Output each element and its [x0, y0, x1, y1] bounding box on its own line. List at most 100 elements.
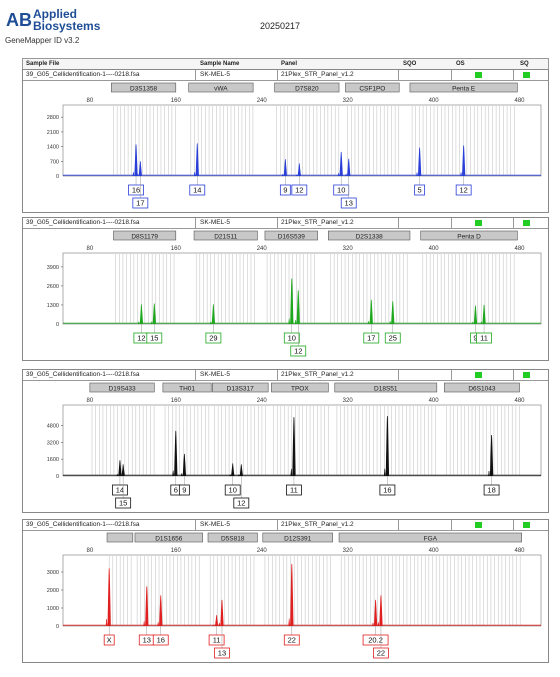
marker-bar[interactable]: [134, 532, 203, 543]
allele-label-box[interactable]: [283, 332, 300, 344]
allele-label-box[interactable]: [128, 184, 144, 196]
marker-bar[interactable]: [345, 82, 400, 93]
peak[interactable]: [292, 417, 296, 477]
panel-name: 21Plex_STR_Panel_v1.2: [281, 371, 354, 378]
marker-bar[interactable]: [188, 82, 254, 93]
allele-label-box[interactable]: [205, 332, 222, 344]
peak[interactable]: [107, 568, 111, 627]
peak[interactable]: [220, 599, 224, 627]
x-tick-label: 480: [515, 548, 526, 554]
allele-label-box[interactable]: [384, 332, 401, 344]
allele-label-box[interactable]: [283, 634, 300, 646]
allele-label-box[interactable]: [146, 332, 163, 344]
peak[interactable]: [417, 147, 422, 177]
peak[interactable]: [379, 595, 383, 627]
marker-bar[interactable]: [113, 230, 177, 241]
peak[interactable]: [339, 151, 343, 177]
peak[interactable]: [174, 430, 178, 477]
marker-bar[interactable]: [162, 382, 212, 393]
peak[interactable]: [385, 416, 390, 477]
peak[interactable]: [482, 304, 486, 325]
peak[interactable]: [134, 144, 138, 177]
allele-label-box[interactable]: [189, 184, 206, 196]
allele-label-box[interactable]: [373, 647, 389, 659]
panel-name: 21Plex_STR_Panel_v1.2: [281, 521, 354, 528]
peak[interactable]: [121, 464, 125, 477]
peak[interactable]: [182, 453, 187, 477]
peak[interactable]: [138, 161, 142, 177]
allele-label-box[interactable]: [476, 332, 492, 344]
allele-label-box[interactable]: [290, 345, 307, 357]
allele-label-box[interactable]: [178, 484, 190, 496]
allele-call: 22: [377, 649, 385, 658]
marker-bar[interactable]: [271, 382, 329, 393]
peak[interactable]: [290, 278, 294, 325]
allele-label-box[interactable]: [286, 484, 302, 496]
peak[interactable]: [195, 143, 199, 177]
marker-bar[interactable]: [274, 82, 340, 93]
allele-label-box[interactable]: [208, 634, 225, 646]
allele-call: 22: [288, 636, 296, 645]
allele-label-box[interactable]: [362, 634, 389, 646]
allele-label-box[interactable]: [279, 184, 291, 196]
allele-label-box[interactable]: [224, 484, 241, 496]
column-separator: [513, 520, 514, 530]
allele-label-box[interactable]: [340, 197, 357, 209]
peak[interactable]: [462, 145, 466, 177]
allele-label-box[interactable]: [115, 497, 132, 509]
allele-label-box[interactable]: [483, 484, 500, 496]
marker-label: D5S818: [221, 536, 245, 543]
marker-bar[interactable]: [328, 230, 411, 241]
marker-bar[interactable]: [262, 532, 333, 543]
peak[interactable]: [152, 303, 156, 325]
column-separator: [195, 218, 196, 228]
peak[interactable]: [391, 301, 395, 325]
peak[interactable]: [159, 595, 163, 627]
allele-label-box[interactable]: [455, 184, 472, 196]
allele-label-box[interactable]: [363, 332, 380, 344]
allele-label-box[interactable]: [291, 184, 308, 196]
peak[interactable]: [145, 586, 149, 627]
marker-bar[interactable]: [409, 82, 518, 93]
stutter-peak: [294, 319, 297, 325]
peak[interactable]: [347, 158, 351, 177]
peak[interactable]: [297, 163, 301, 177]
peak[interactable]: [369, 299, 373, 325]
peak[interactable]: [214, 615, 219, 627]
marker-bar[interactable]: [444, 382, 520, 393]
marker-bar[interactable]: [89, 382, 155, 393]
marker-bar[interactable]: [106, 532, 134, 543]
allele-label-box[interactable]: [414, 184, 426, 196]
allele-label-box[interactable]: [132, 197, 149, 209]
peak[interactable]: [290, 563, 294, 627]
peak[interactable]: [473, 305, 478, 325]
allele-call: 10: [337, 186, 345, 195]
marker-bar[interactable]: [334, 382, 438, 393]
peak[interactable]: [373, 599, 378, 627]
marker-bar[interactable]: [212, 382, 269, 393]
marker-bar[interactable]: [338, 532, 522, 543]
allele-label-box[interactable]: [233, 497, 250, 509]
peak[interactable]: [118, 460, 122, 477]
y-tick-label: 3200: [47, 440, 59, 446]
stutter-peak: [460, 172, 462, 177]
allele-label-box[interactable]: [214, 647, 230, 659]
marker-bar[interactable]: [111, 82, 177, 93]
peak[interactable]: [296, 290, 300, 325]
marker-bar[interactable]: [193, 230, 258, 241]
allele-call: 9: [182, 486, 186, 495]
allele-label-box[interactable]: [112, 484, 128, 496]
allele-label-box[interactable]: [379, 484, 396, 496]
peak[interactable]: [239, 464, 243, 477]
allele-label-box[interactable]: [103, 634, 115, 646]
sample-file: 39_G05_Cellidentification-1----0218.fsa: [26, 219, 140, 226]
peak[interactable]: [139, 304, 144, 325]
marker-bar[interactable]: [207, 532, 258, 543]
peak[interactable]: [211, 304, 216, 325]
marker-bar[interactable]: [264, 230, 318, 241]
peak[interactable]: [489, 435, 494, 477]
marker-bar[interactable]: [420, 230, 518, 241]
peak[interactable]: [231, 463, 235, 477]
peak[interactable]: [283, 159, 287, 177]
allele-label-box[interactable]: [152, 634, 169, 646]
